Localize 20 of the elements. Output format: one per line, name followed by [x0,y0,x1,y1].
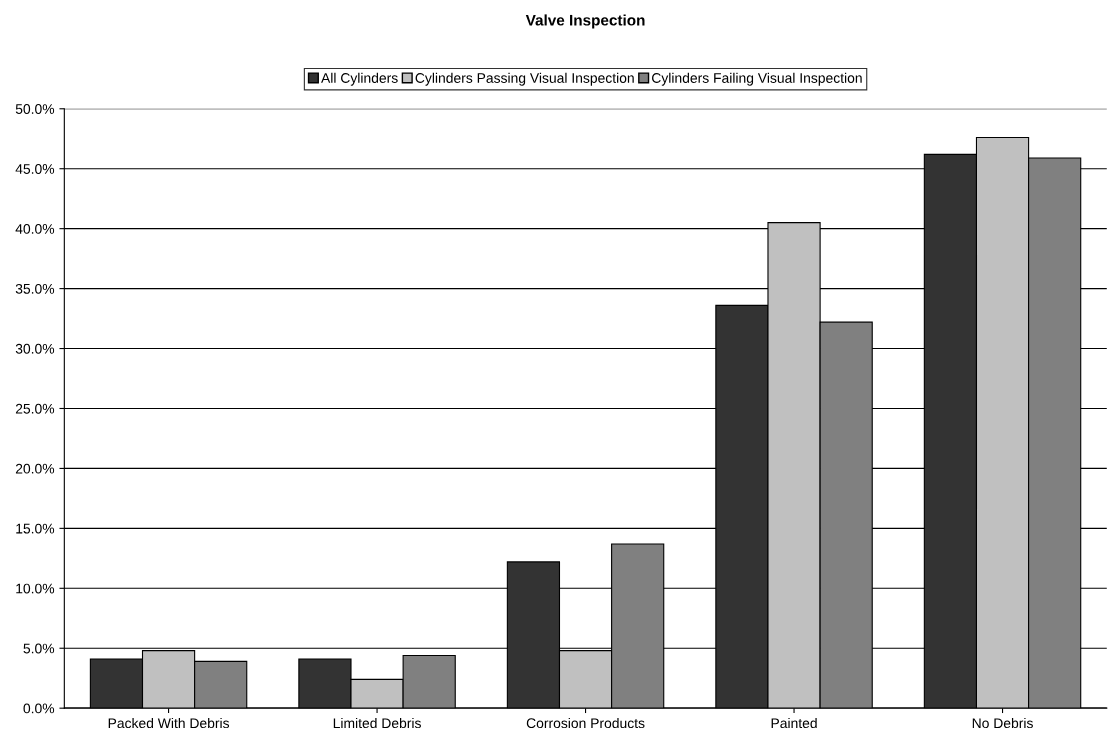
y-tick-label: 45.0% [15,164,55,174]
x-tick-label: Packed With Debris [108,717,230,729]
legend-label: Cylinders Passing Visual Inspection [415,72,634,86]
legend-label: All Cylinders [321,72,398,86]
y-tick-label: 30.0% [15,343,55,354]
y-tick-label: 0.0% [23,703,55,714]
x-tick-label: Corrosion Products [526,717,645,729]
y-tick-label: 40.0% [15,223,55,234]
x-tick-label: Painted [771,717,817,729]
y-tick-label: 10.0% [16,583,55,594]
y-tick-label: 50.0% [15,104,55,114]
chart-title: Valve Inspection [525,14,645,29]
legend-label: Cylinders Failing Visual Inspection [652,72,862,86]
y-tick-label: 25.0% [15,403,55,414]
y-tick-label: 15.0% [16,523,55,534]
x-tick-label: No Debris [972,717,1033,729]
y-tick-label: 35.0% [15,283,55,294]
y-tick-label: 5.0% [23,643,55,654]
y-tick-label: 20.0% [15,463,55,474]
x-tick-label: Limited Debris [333,717,421,729]
